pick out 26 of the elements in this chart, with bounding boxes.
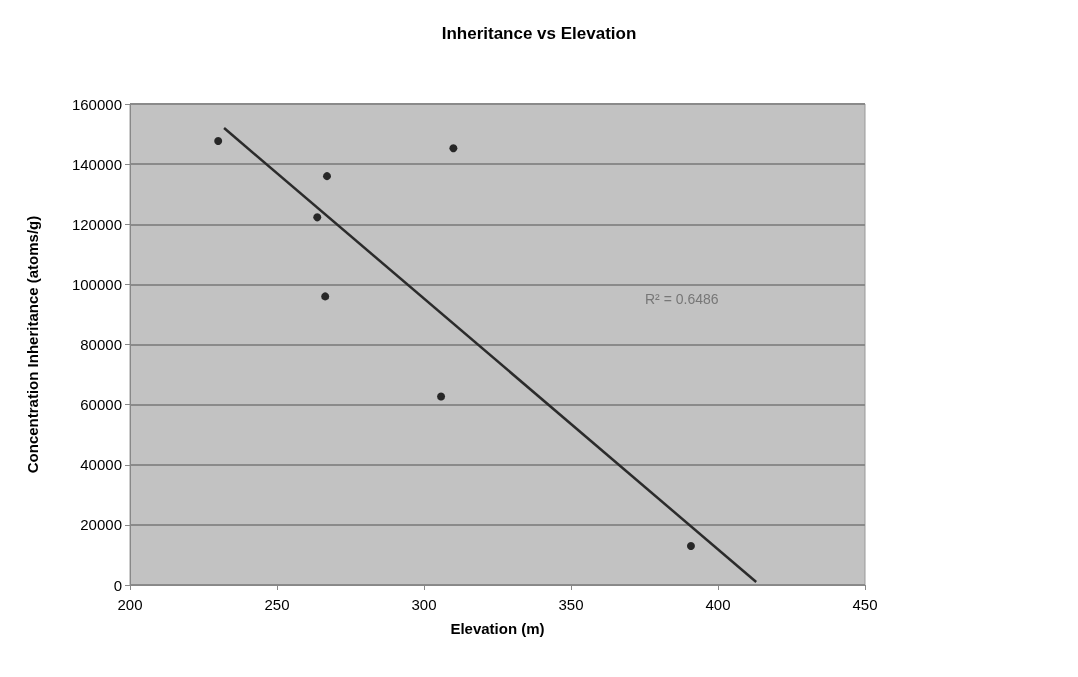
x-tick-label: 200 (117, 596, 143, 613)
y-tick-label: 100000 (71, 275, 122, 293)
y-tick-label: 80000 (80, 336, 122, 353)
y-tick-label: 40000 (80, 456, 122, 474)
point (313, 213, 322, 222)
y-tick-label: 20000 (80, 516, 122, 534)
y-tick-label: 120000 (71, 215, 122, 233)
y-tick-label: 160000 (71, 95, 122, 113)
y-tick-label: 0 (113, 576, 122, 594)
point (437, 392, 446, 401)
y-tick-label: 140000 (71, 155, 122, 173)
x-tick-label: 300 (411, 596, 437, 613)
x-tick-label: 400 (705, 596, 731, 613)
point (322, 172, 331, 181)
y-tick-label: 60000 (80, 396, 122, 414)
point (321, 292, 330, 301)
x-axis-title: Elevation (m) (450, 620, 545, 637)
point (214, 136, 223, 145)
annotation: R² = 0.6486 (645, 291, 719, 307)
x-tick-label: 250 (264, 596, 290, 613)
point (449, 144, 458, 153)
x-tick-label: 350 (558, 596, 584, 613)
point (686, 541, 695, 550)
chart-title: Inheritance vs Elevation (441, 24, 637, 43)
x-tick-label: 450 (852, 596, 878, 613)
y-axis-title: Concentration Inheritance (atoms/g) (24, 215, 41, 474)
